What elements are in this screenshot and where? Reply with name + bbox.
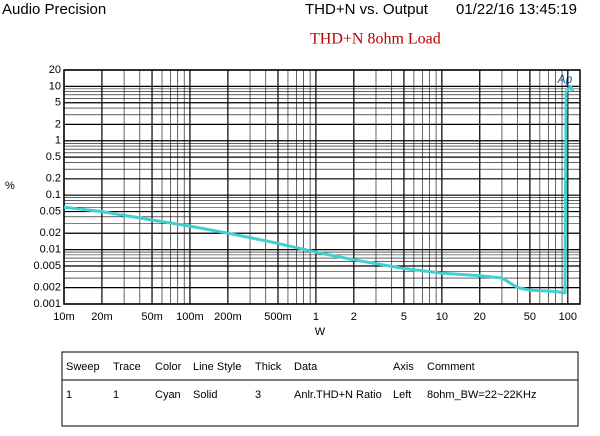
y-axis-label: % [5,180,15,192]
table-header: Thick [255,361,282,373]
table-cell: Solid [193,389,217,401]
y-tick-label: 0.001 [33,298,61,310]
table-header: Trace [113,361,141,373]
table-cell: Left [393,389,411,401]
x-tick-label: 1 [313,311,319,323]
y-tick-label: 0.002 [33,282,61,294]
table-header: Data [294,361,318,373]
y-tick-label: 0.02 [40,227,61,239]
table-cell: Cyan [155,389,181,401]
x-tick-label: 50 [524,311,536,323]
table-cell: 1 [66,389,72,401]
y-tick-label: 0.005 [33,260,61,272]
x-tick-label: 100 [559,311,577,323]
x-axis-label: W [315,326,326,338]
header: THD+N vs. Output [305,1,429,18]
y-tick-label: 0.01 [40,244,61,256]
table-header: Comment [427,361,475,373]
x-tick-label: 10 [436,311,448,323]
y-tick-label: 2 [55,118,61,130]
x-tick-label: 500m [264,311,292,323]
chart-title: THD+N 8ohm Load [310,31,441,48]
logo: Ap [557,72,573,86]
table-frame [61,351,579,427]
x-tick-label: 200m [214,311,242,323]
y-tick-label: 0.2 [46,173,61,185]
y-tick-label: 10 [49,80,61,92]
table-cell: 3 [255,389,261,401]
table-cell: Anlr.THD+N Ratio [294,389,382,401]
x-tick-label: 20m [91,311,112,323]
y-tick-label: 5 [55,97,61,109]
x-tick-label: 5 [401,311,407,323]
brand: Audio Precision [2,1,106,18]
y-tick-label: 20 [49,64,61,76]
x-tick-label: 50m [141,311,162,323]
y-tick-label: 0.1 [46,189,61,201]
x-tick-label: 10m [53,311,74,323]
table-cell: 1 [113,389,119,401]
y-tick-label: 1 [55,135,61,147]
table-header: Sweep [66,361,100,373]
table-header: Line Style [193,361,241,373]
x-tick-label: 2 [351,311,357,323]
data-line [63,84,575,295]
timestamp: 01/22/16 13:45:19 [456,1,577,18]
y-tick-label: 0.05 [40,205,61,217]
x-tick-label: 100m [176,311,204,323]
table-header: Color [155,361,182,373]
x-tick-label: 20 [474,311,486,323]
table-header: Axis [393,361,414,373]
plot-frame [63,69,581,305]
table-cell: 8ohm_BW=22~22KHz [427,389,536,401]
y-tick-label: 0.5 [46,151,61,163]
